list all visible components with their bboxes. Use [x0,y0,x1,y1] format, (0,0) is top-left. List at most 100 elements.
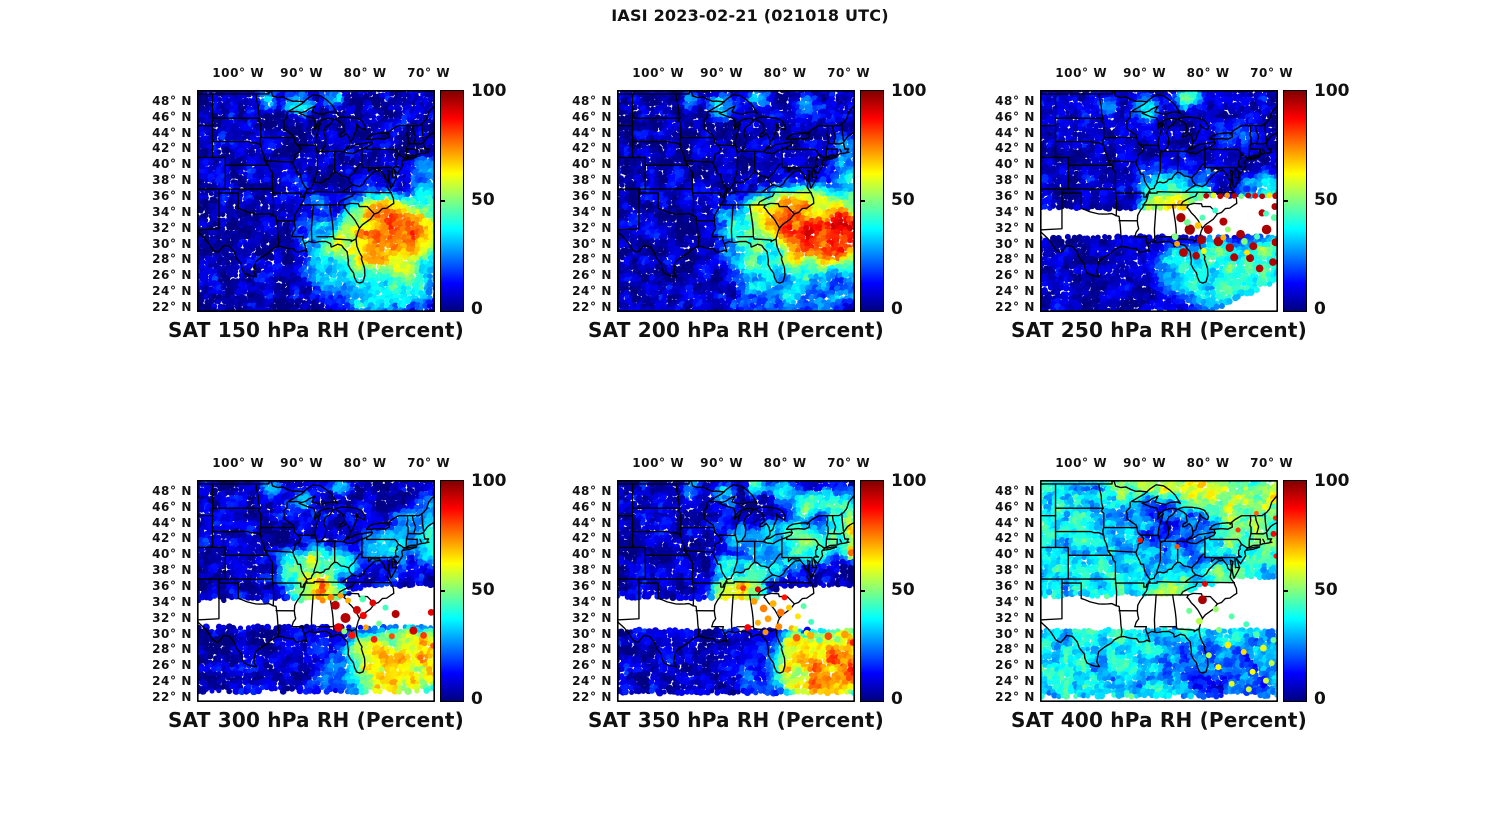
colorbar-label-mid: 50 [891,190,915,210]
lat-tick-label: 26° N [995,268,1035,283]
lat-tick-label: 24° N [572,674,612,689]
lat-tick-label: 36° N [995,189,1035,204]
lat-tick-label: 42° N [152,141,192,156]
lon-tick-label: 100° W [1055,66,1108,80]
lat-tick-label: 22° N [995,300,1035,315]
lon-tick-label: 80° W [1186,66,1230,80]
lon-tick-label: 80° W [343,66,387,80]
subplot-title: SAT 150 hPa RH (Percent) [168,318,464,342]
lon-tick-label: 80° W [1186,456,1230,470]
lat-tick-label: 28° N [995,642,1035,657]
lat-tick-label: 38° N [995,173,1035,188]
colorbar-label-max: 100 [1314,471,1350,491]
lon-tick-label: 80° W [763,456,807,470]
lat-tick-label: 28° N [995,252,1035,267]
lat-tick-label: 36° N [152,189,192,204]
colorbar-label-min: 0 [471,299,483,319]
colorbar-label-min: 0 [891,299,903,319]
lat-tick-label: 48° N [995,483,1035,498]
lat-tick-label: 36° N [572,579,612,594]
colorbar [860,90,884,312]
lon-tick-label: 90° W [1123,456,1167,470]
lat-tick-label: 40° N [572,547,612,562]
lat-tick-label: 26° N [572,658,612,673]
lat-tick-label: 32° N [995,610,1035,625]
colorbar [860,480,884,702]
lon-tick-label: 70° W [827,66,871,80]
lon-tick-label: 100° W [632,456,685,470]
lat-tick-label: 36° N [152,579,192,594]
map-canvas-350hPa [617,480,855,702]
lat-tick-label: 40° N [572,157,612,172]
lon-tick-label: 100° W [212,66,265,80]
colorbar-label-min: 0 [1314,689,1326,709]
lat-tick-label: 24° N [995,674,1035,689]
lat-tick-label: 44° N [152,515,192,530]
lat-tick-label: 48° N [572,93,612,108]
colorbar-tick-50 [440,590,445,592]
subplot-title: SAT 250 hPa RH (Percent) [1011,318,1307,342]
lat-tick-label: 46° N [152,499,192,514]
lat-tick-label: 44° N [995,125,1035,140]
lat-tick-label: 42° N [995,531,1035,546]
map-canvas-250hPa [1040,90,1278,312]
lat-tick-label: 34° N [995,594,1035,609]
lat-tick-label: 22° N [572,690,612,705]
colorbar-label-min: 0 [471,689,483,709]
lat-tick-label: 44° N [572,125,612,140]
lat-tick-label: 30° N [995,626,1035,641]
map-canvas-200hPa [617,90,855,312]
lat-tick-label: 32° N [572,220,612,235]
lat-tick-label: 26° N [995,658,1035,673]
lat-tick-label: 42° N [152,531,192,546]
lon-tick-label: 90° W [280,456,324,470]
subplot-title: SAT 400 hPa RH (Percent) [1011,708,1307,732]
lat-tick-label: 22° N [572,300,612,315]
colorbar-tick-50 [860,200,865,202]
lat-tick-label: 48° N [152,483,192,498]
colorbar [440,90,464,312]
lat-tick-label: 24° N [152,674,192,689]
lat-tick-label: 28° N [152,642,192,657]
lat-tick-label: 42° N [572,141,612,156]
lat-tick-label: 46° N [572,109,612,124]
lat-tick-label: 38° N [995,563,1035,578]
colorbar-label-mid: 50 [1314,190,1338,210]
lat-tick-label: 46° N [152,109,192,124]
lon-tick-label: 100° W [632,66,685,80]
lat-tick-label: 48° N [995,93,1035,108]
lat-tick-label: 26° N [152,268,192,283]
lon-tick-label: 70° W [407,456,451,470]
colorbar-label-mid: 50 [471,580,495,600]
lat-tick-label: 28° N [572,252,612,267]
subplot-title: SAT 300 hPa RH (Percent) [168,708,464,732]
colorbar-label-mid: 50 [471,190,495,210]
colorbar [440,480,464,702]
subplot-title: SAT 350 hPa RH (Percent) [588,708,884,732]
lat-tick-label: 40° N [152,547,192,562]
lon-tick-label: 90° W [1123,66,1167,80]
lat-tick-label: 46° N [572,499,612,514]
colorbar [1283,480,1307,702]
colorbar-label-max: 100 [471,471,507,491]
lat-tick-label: 30° N [152,236,192,251]
lat-tick-label: 44° N [572,515,612,530]
lat-tick-label: 28° N [572,642,612,657]
lat-tick-label: 36° N [572,189,612,204]
lat-tick-label: 34° N [152,204,192,219]
lon-tick-label: 90° W [700,456,744,470]
lon-tick-label: 80° W [763,66,807,80]
lat-tick-label: 38° N [152,173,192,188]
lat-tick-label: 38° N [572,173,612,188]
colorbar-label-max: 100 [471,81,507,101]
lon-tick-label: 70° W [1250,66,1294,80]
map-canvas-300hPa [197,480,435,702]
lat-tick-label: 38° N [572,563,612,578]
lat-tick-label: 34° N [152,594,192,609]
lat-tick-label: 34° N [572,204,612,219]
